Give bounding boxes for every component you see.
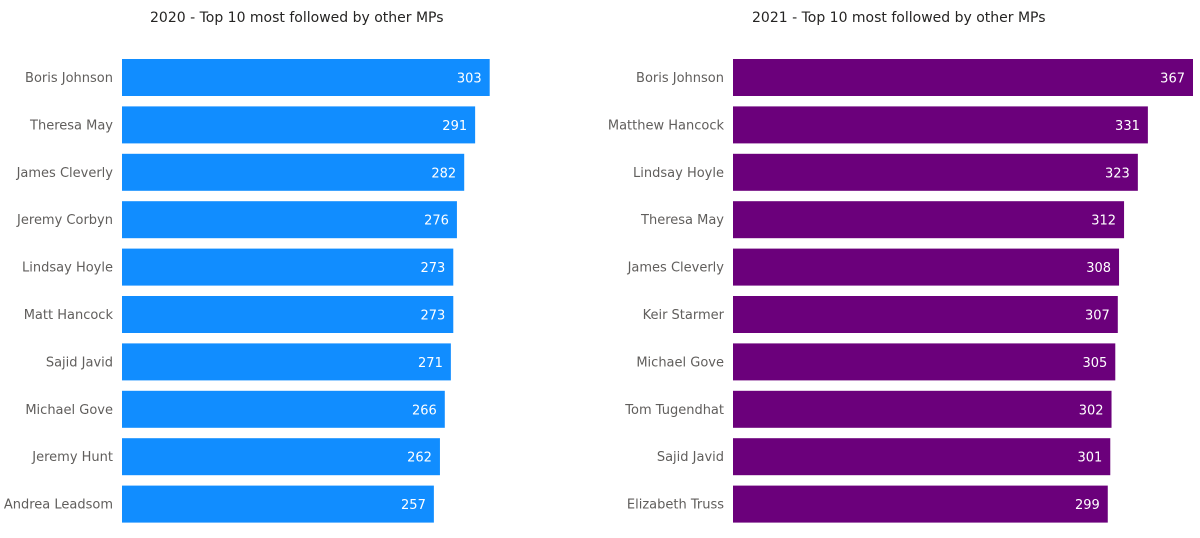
category-label: Theresa May — [29, 118, 113, 133]
data-label: 262 — [407, 451, 432, 466]
category-label: Keir Starmer — [643, 308, 725, 323]
bar-james-cleverly[interactable] — [122, 153, 465, 191]
category-label: Matthew Hancock — [608, 118, 725, 133]
data-label: 331 — [1115, 119, 1140, 134]
category-label: Lindsay Hoyle — [633, 166, 724, 181]
bar-keir-starmer[interactable] — [733, 296, 1118, 333]
data-label: 266 — [412, 403, 437, 418]
category-label: Theresa May — [640, 213, 724, 228]
category-label: Sajid Javid — [46, 355, 113, 370]
category-label: Michael Gove — [25, 403, 113, 418]
category-label: Jeremy Corbyn — [16, 213, 113, 228]
bar-chart-svg: Boris Johnson 367 Matthew Hancock 331 Lindsa… — [608, 59, 1193, 523]
bar-chart-svg: Boris Johnson 303 Theresa May 291 James Clev… — [4, 59, 490, 523]
data-label: 367 — [1160, 72, 1185, 87]
category-label: Jeremy Hunt — [31, 450, 113, 465]
data-label: 308 — [1086, 261, 1111, 276]
chart-2020: 2020 - Top 10 most followed by other MPs… — [4, 10, 490, 523]
chart-title: 2021 - Top 10 most followed by other MPs — [752, 10, 1046, 26]
bar-lindsay-hoyle[interactable] — [733, 153, 1138, 191]
bar-sajid-javid[interactable] — [122, 343, 451, 381]
data-label: 273 — [420, 261, 445, 276]
bar-boris-johnson[interactable] — [122, 59, 490, 96]
data-label: 282 — [431, 166, 456, 181]
bar-theresa-may[interactable] — [733, 201, 1125, 239]
bar-andrea-leadsom[interactable] — [122, 485, 434, 523]
bar-elizabeth-truss[interactable] — [733, 485, 1108, 523]
bar-jeremy-hunt[interactable] — [122, 438, 440, 476]
data-label: 299 — [1075, 498, 1100, 513]
category-label: James Cleverly — [627, 261, 725, 276]
bar-michael-gove[interactable] — [122, 390, 445, 428]
bar-tom-tugendhat[interactable] — [733, 390, 1112, 428]
data-label: 303 — [457, 72, 482, 87]
chart-title: 2020 - Top 10 most followed by other MPs — [150, 10, 444, 26]
data-label: 323 — [1105, 166, 1130, 181]
category-label: Andrea Leadsom — [4, 498, 113, 513]
category-label: Elizabeth Truss — [627, 498, 724, 513]
bar-jeremy-corbyn[interactable] — [122, 201, 457, 239]
category-label: Boris Johnson — [25, 71, 113, 86]
category-label: James Cleverly — [16, 166, 114, 181]
category-label: Boris Johnson — [636, 71, 724, 86]
bar-james-cleverly[interactable] — [733, 248, 1120, 286]
category-label: Sajid Javid — [657, 450, 724, 465]
bar-michael-gove[interactable] — [733, 343, 1116, 381]
chart-2021: 2021 - Top 10 most followed by other MPs… — [600, 0, 1200, 538]
data-label: 271 — [418, 356, 443, 371]
category-label: Tom Tugendhat — [624, 403, 724, 418]
bar-theresa-may[interactable] — [122, 106, 476, 144]
bar-boris-johnson[interactable] — [733, 59, 1193, 96]
data-label: 305 — [1082, 356, 1107, 371]
bar-matthew-hancock[interactable] — [733, 106, 1148, 144]
category-label: Michael Gove — [636, 355, 724, 370]
data-label: 257 — [401, 498, 426, 513]
category-label: Matt Hancock — [24, 308, 114, 323]
data-label: 291 — [442, 119, 467, 134]
data-label: 302 — [1079, 403, 1104, 418]
data-label: 307 — [1085, 309, 1110, 324]
bar-lindsay-hoyle[interactable] — [122, 248, 454, 286]
data-label: 276 — [424, 214, 449, 229]
data-label: 312 — [1091, 214, 1116, 229]
bar-matt-hancock[interactable] — [122, 296, 454, 333]
category-label: Lindsay Hoyle — [22, 261, 113, 276]
data-label: 301 — [1077, 451, 1102, 466]
data-label: 273 — [420, 309, 445, 324]
bar-sajid-javid[interactable] — [733, 438, 1111, 476]
